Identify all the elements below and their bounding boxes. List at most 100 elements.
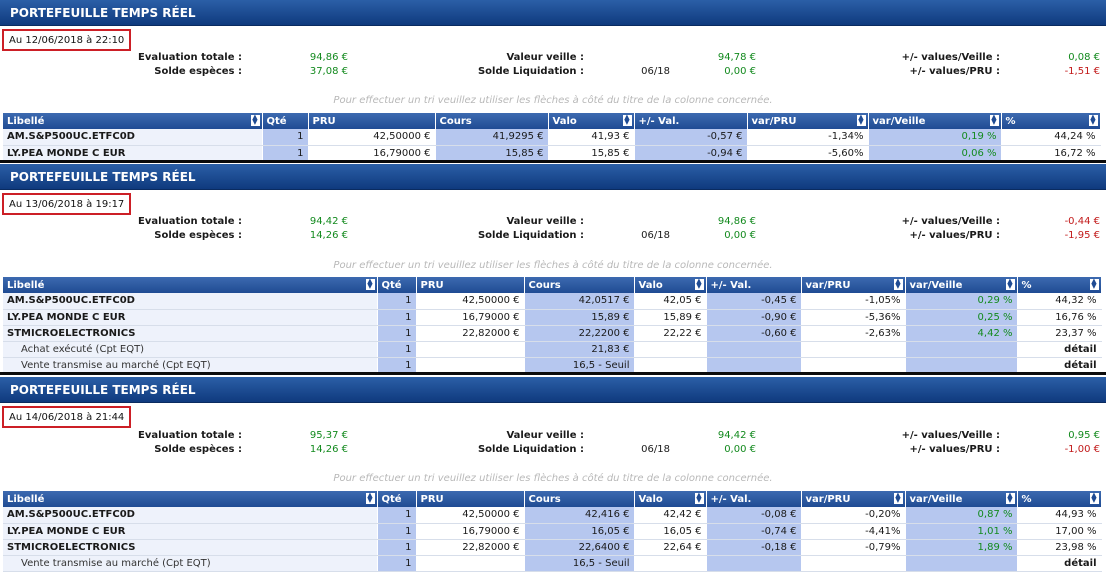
col-pct[interactable]: % ▲ ▼: [1017, 277, 1102, 293]
row-pru: 42,50000 €: [416, 507, 525, 524]
row-label[interactable]: AM.S&P500UC.ETFC0D: [3, 293, 378, 310]
table-header: Libellé ▲ ▼ Qté PRU Cours Valo ▲ ▼ +/- Val. …: [3, 491, 1102, 507]
table-row[interactable]: STMICROELECTRONICS 1 22,82000 € 22,6400 …: [3, 539, 1102, 556]
sort-arrows-icon[interactable]: ▲ ▼: [1005, 491, 1015, 504]
col-libelle[interactable]: Libellé ▲ ▼: [3, 277, 378, 293]
table-row[interactable]: LY.PEA MONDE C EUR 1 16,79000 € 15,85 € …: [3, 145, 1101, 160]
col-var-veille[interactable]: var/Veille ▲ ▼: [905, 277, 1018, 293]
sort-arrows-icon[interactable]: ▲ ▼: [893, 491, 903, 504]
pv-veille-label: +/- values/Veille :: [901, 430, 1000, 441]
portfolio-panel-3: PORTEFEUILLE TEMPS RÉEL Au 14/06/2018 à …: [0, 377, 1106, 575]
sort-arrows-icon[interactable]: ▲ ▼: [250, 113, 260, 126]
col-valo[interactable]: Valo ▲ ▼: [634, 491, 707, 507]
row-valo: 22,22 €: [634, 325, 707, 342]
pv-veille-label: +/- values/Veille :: [901, 216, 1000, 227]
col-var-pru[interactable]: var/PRU ▲ ▼: [801, 491, 906, 507]
row-pru: 16,79000 €: [416, 309, 525, 326]
pv-pru-value: -1,95 €: [1064, 230, 1100, 241]
order-label: Vente transmise au marché (Cpt EQT): [3, 357, 378, 372]
pv-pru-value: -1,51 €: [1064, 66, 1100, 77]
row-pct: 44,24 %: [1001, 129, 1101, 146]
table-row[interactable]: LY.PEA MONDE C EUR 1 16,79000 € 15,89 € …: [3, 309, 1102, 326]
col-pru[interactable]: PRU: [416, 491, 525, 507]
col-var-pru[interactable]: var/PRU ▲ ▼: [801, 277, 906, 293]
col-qte[interactable]: Qté: [377, 491, 417, 507]
col-qte[interactable]: Qté: [377, 277, 417, 293]
order-var-veille: [905, 555, 1018, 572]
col-libelle[interactable]: Libellé ▲ ▼: [3, 491, 378, 507]
sort-arrows-icon[interactable]: ▲ ▼: [989, 113, 999, 126]
row-valo: 42,42 €: [634, 507, 707, 524]
sort-arrows-icon[interactable]: ▲ ▼: [365, 491, 375, 504]
col-pmv[interactable]: +/- Val.: [706, 491, 802, 507]
row-label[interactable]: LY.PEA MONDE C EUR: [3, 309, 378, 326]
solde-label: Solde espèces :: [154, 66, 242, 77]
sort-arrows-icon[interactable]: ▲ ▼: [856, 113, 866, 126]
col-pru[interactable]: PRU: [416, 277, 525, 293]
table-row[interactable]: AM.S&P500UC.ETFC0D 1 42,50000 € 42,416 €…: [3, 507, 1102, 524]
sort-arrows-icon[interactable]: ▲ ▼: [1088, 113, 1098, 126]
positions-table: Libellé ▲ ▼ Qté PRU Cours Valo ▲ ▼ +/- Val. …: [3, 113, 1101, 160]
row-label[interactable]: STMICROELECTRONICS: [3, 539, 378, 556]
col-qte[interactable]: Qté: [262, 113, 309, 129]
sort-arrows-icon[interactable]: ▲ ▼: [694, 277, 704, 290]
col-pmv[interactable]: +/- Val.: [706, 277, 802, 293]
order-var-pru: [801, 555, 906, 572]
table-row[interactable]: AM.S&P500UC.ETFC0D 1 42,50000 € 42,0517 …: [3, 293, 1102, 310]
row-var-veille: 1,01 %: [905, 523, 1018, 540]
table-row[interactable]: LY.PEA MONDE C EUR 1 16,79000 € 16,05 € …: [3, 523, 1102, 540]
order-valo: [634, 357, 707, 372]
detail-link[interactable]: détail: [1017, 357, 1102, 372]
row-label[interactable]: STMICROELECTRONICS: [3, 325, 378, 342]
evaluation-label: Evaluation totale :: [138, 430, 242, 441]
order-label: Achat exécuté (Cpt EQT): [3, 341, 378, 358]
timestamp-box: Au 13/06/2018 à 19:17: [2, 193, 132, 215]
col-pru[interactable]: PRU: [308, 113, 436, 129]
col-var-pru[interactable]: var/PRU ▲ ▼: [747, 113, 869, 129]
row-label[interactable]: LY.PEA MONDE C EUR: [3, 523, 378, 540]
row-label[interactable]: LY.PEA MONDE C EUR: [3, 145, 263, 160]
panel-separator: [0, 160, 1106, 163]
sort-arrows-icon[interactable]: ▲ ▼: [1005, 277, 1015, 290]
col-cours[interactable]: Cours: [524, 277, 635, 293]
row-label[interactable]: AM.S&P500UC.ETFC0D: [3, 129, 263, 146]
col-pct[interactable]: % ▲ ▼: [1017, 491, 1102, 507]
col-pmv[interactable]: +/- Val.: [634, 113, 748, 129]
row-label[interactable]: AM.S&P500UC.ETFC0D: [3, 507, 378, 524]
detail-link[interactable]: détail: [1017, 341, 1102, 358]
pv-pru-label: +/- values/PRU :: [909, 444, 1001, 455]
col-cours[interactable]: Cours: [435, 113, 549, 129]
row-qty: 1: [377, 325, 417, 342]
col-var-veille[interactable]: var/Veille ▲ ▼: [868, 113, 1002, 129]
row-var-pru: -2,63%: [801, 325, 906, 342]
col-libelle[interactable]: Libellé ▲ ▼: [3, 113, 263, 129]
row-pct: 44,32 %: [1017, 293, 1102, 310]
order-pmv: [706, 555, 802, 572]
row-pct: 44,93 %: [1017, 507, 1102, 524]
detail-link[interactable]: détail: [1017, 555, 1102, 572]
col-valo[interactable]: Valo ▲ ▼: [548, 113, 635, 129]
row-var-veille: 0,25 %: [905, 309, 1018, 326]
sort-arrows-icon[interactable]: ▲ ▼: [622, 113, 632, 126]
sort-arrows-icon[interactable]: ▲ ▼: [694, 491, 704, 504]
row-cours: 15,89 €: [524, 309, 635, 326]
col-cours[interactable]: Cours: [524, 491, 635, 507]
table-row[interactable]: AM.S&P500UC.ETFC0D 1 42,50000 € 41,9295 …: [3, 129, 1101, 146]
row-cours: 41,9295 €: [435, 129, 549, 146]
veille-value: 94,78 €: [717, 52, 756, 63]
row-valo: 15,89 €: [634, 309, 707, 326]
order-valo: [634, 555, 707, 572]
table-row[interactable]: STMICROELECTRONICS 1 22,82000 € 22,2200 …: [3, 325, 1102, 342]
sort-arrows-icon[interactable]: ▲ ▼: [365, 277, 375, 290]
sort-arrows-icon[interactable]: ▲ ▼: [1089, 491, 1099, 504]
row-cours: 22,6400 €: [524, 539, 635, 556]
sort-hint: Pour effectuer un tri veuillez utiliser …: [333, 95, 773, 106]
col-valo[interactable]: Valo ▲ ▼: [634, 277, 707, 293]
veille-label: Valeur veille :: [506, 430, 584, 441]
sort-arrows-icon[interactable]: ▲ ▼: [893, 277, 903, 290]
sort-arrows-icon[interactable]: ▲ ▼: [1089, 277, 1099, 290]
col-var-veille[interactable]: var/Veille ▲ ▼: [905, 491, 1018, 507]
col-pct[interactable]: % ▲ ▼: [1001, 113, 1101, 129]
evaluation-value: 95,37 €: [309, 430, 348, 441]
row-qty: 1: [262, 129, 309, 146]
